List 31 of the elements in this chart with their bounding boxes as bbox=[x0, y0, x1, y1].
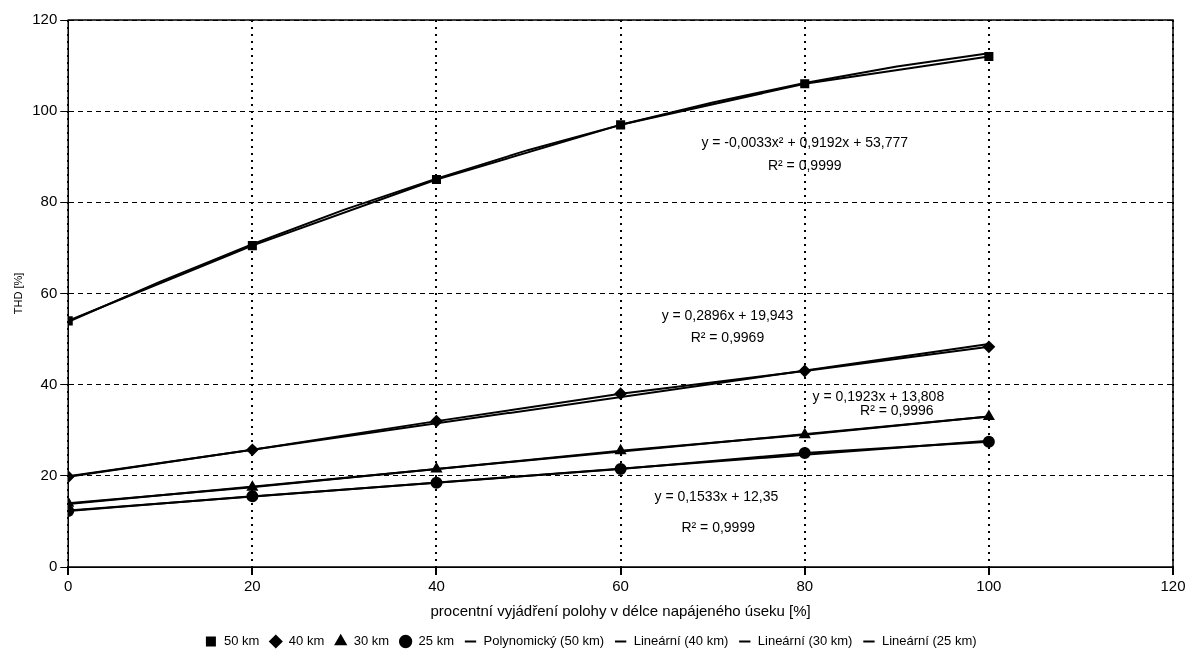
annotation: y = 0,1533x + 12,35 bbox=[654, 488, 779, 505]
x-tick-label: 100 bbox=[976, 577, 1002, 595]
annotation: y = 0,2896x + 19,943 bbox=[661, 306, 794, 323]
legend-label: 40 km bbox=[288, 633, 325, 649]
y-axis-title: THD [%] bbox=[11, 272, 24, 315]
y-tick-label: 80 bbox=[40, 192, 58, 210]
annotation: y = -0,0033x² + 0,9192x + 53,777 bbox=[701, 133, 909, 150]
y-tick-label: 20 bbox=[40, 465, 58, 483]
legend-label: 25 km bbox=[418, 633, 455, 649]
y-tick-label: 120 bbox=[32, 10, 58, 28]
annotation: R² = 0,9999 bbox=[767, 156, 842, 173]
y-tick-label: 60 bbox=[40, 283, 58, 301]
legend-label: Lineární (30 km) bbox=[757, 633, 853, 649]
legend-label: Lineární (40 km) bbox=[633, 633, 729, 649]
x-tick-label: 20 bbox=[244, 577, 261, 595]
x-tick-label: 120 bbox=[1160, 577, 1186, 595]
y-tick-label: 0 bbox=[48, 557, 58, 575]
x-tick-label: 0 bbox=[64, 577, 73, 595]
y-tick-label: 100 bbox=[32, 101, 58, 119]
legend-label: 50 km bbox=[223, 633, 260, 649]
legend-label: 30 km bbox=[353, 633, 390, 649]
x-tick-label: 80 bbox=[796, 577, 814, 595]
x-axis-title: procentní vyjádření polohy v délce napájeného úseku [%] bbox=[430, 602, 811, 620]
legend-label: Polynomický (50 km) bbox=[483, 633, 605, 649]
legend-label: Lineární (25 km) bbox=[881, 633, 977, 649]
x-tick-label: 60 bbox=[612, 577, 629, 595]
annotation: R² = 0,9999 bbox=[681, 519, 756, 536]
x-tick-label: 40 bbox=[428, 577, 445, 595]
annotation: R² = 0,9969 bbox=[690, 328, 765, 345]
annotation: y = 0,1923x + 13,808 bbox=[812, 387, 945, 404]
y-tick-label: 40 bbox=[40, 374, 58, 392]
